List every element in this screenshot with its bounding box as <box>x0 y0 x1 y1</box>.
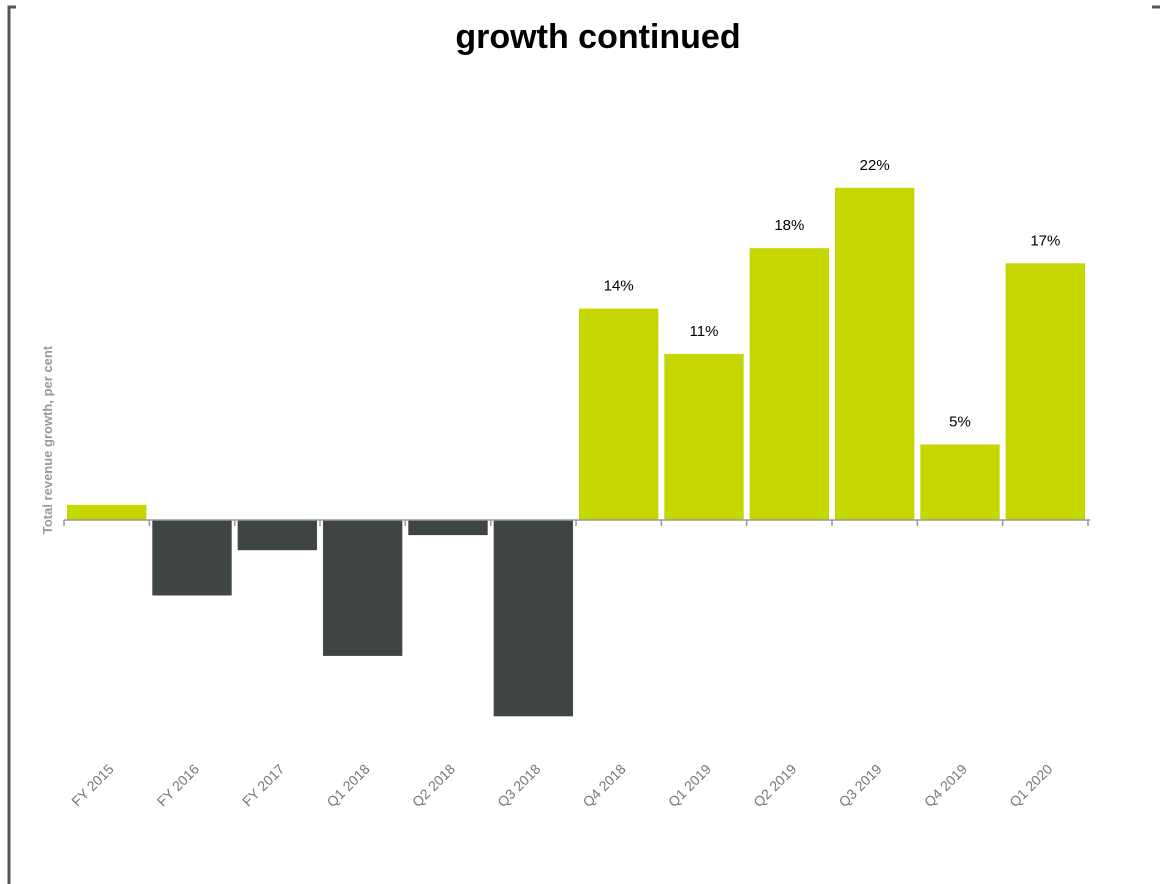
x-tick-label: Q2 2019 <box>750 761 799 810</box>
x-tick-label: Q3 2019 <box>835 761 884 810</box>
x-tick-label: Q1 2018 <box>323 761 372 810</box>
data-label: 17% <box>1030 232 1060 249</box>
x-tick-label: Q2 2018 <box>409 761 458 810</box>
bar <box>66 504 147 520</box>
data-label: 11% <box>690 323 719 340</box>
x-tick-label: Q3 2018 <box>494 761 543 810</box>
data-label: 5% <box>949 414 971 431</box>
bar <box>237 520 318 551</box>
x-tick-label: FY 2015 <box>68 761 117 810</box>
bar <box>1005 263 1086 520</box>
data-label: 14% <box>604 278 634 295</box>
bar <box>749 248 830 520</box>
y-axis-label: Total revenue growth, per cent <box>40 345 55 534</box>
x-tick-label: Q1 2020 <box>1006 761 1055 810</box>
data-label: 18% <box>774 217 804 234</box>
x-tick-label: Q4 2019 <box>921 761 970 810</box>
x-tick-label: FY 2017 <box>239 761 288 810</box>
bar <box>920 444 1000 520</box>
frame <box>7 5 16 884</box>
bar <box>408 520 488 536</box>
bar <box>664 353 744 520</box>
bar <box>152 520 232 596</box>
bar <box>493 520 574 717</box>
bar <box>834 187 915 521</box>
bar <box>578 308 659 520</box>
chart-title: growth continued <box>455 18 740 56</box>
x-tick-label: FY 2016 <box>154 761 203 810</box>
x-tick-label: Q1 2019 <box>665 761 714 810</box>
bar <box>322 520 403 656</box>
x-tick-label: Q4 2018 <box>579 761 628 810</box>
data-label: 22% <box>860 157 890 174</box>
